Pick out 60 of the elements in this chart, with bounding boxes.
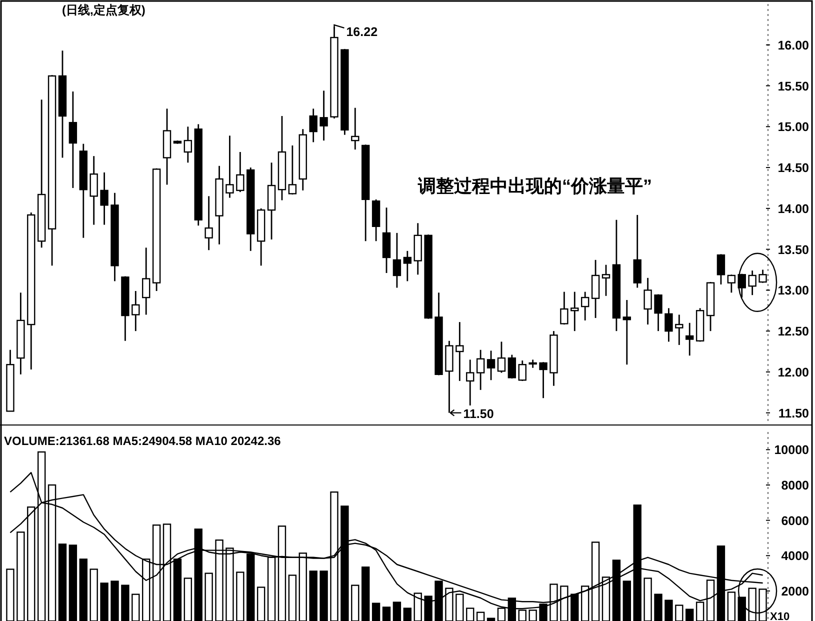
candlestick bbox=[204, 195, 213, 251]
candlestick bbox=[132, 290, 140, 332]
candlestick bbox=[518, 360, 526, 382]
candlestick bbox=[686, 322, 694, 356]
candlestick bbox=[90, 155, 98, 226]
candlestick bbox=[591, 259, 600, 319]
candlestick bbox=[508, 354, 516, 380]
y-tick-label: 15.50 bbox=[778, 79, 810, 94]
candlestick bbox=[748, 270, 756, 296]
candlestick bbox=[539, 361, 548, 399]
annotation: 16.22 bbox=[346, 24, 378, 39]
candlestick bbox=[288, 144, 297, 196]
candlestick bbox=[580, 291, 590, 322]
y-tick-label: 10000 bbox=[774, 443, 810, 458]
y-tick-label: 13.50 bbox=[778, 242, 810, 257]
chart-title: (日线,定点复权) bbox=[62, 3, 146, 17]
candlestick bbox=[675, 314, 684, 346]
annotation: 调整过程中出现的“价涨量平” bbox=[417, 176, 652, 196]
candlestick bbox=[236, 151, 244, 193]
candlestick bbox=[716, 254, 726, 286]
text: X10 bbox=[770, 611, 790, 621]
y-tick-label: 15.00 bbox=[778, 120, 810, 134]
candlestick bbox=[602, 264, 610, 297]
candlestick bbox=[486, 350, 496, 381]
candlestick bbox=[654, 294, 662, 332]
candlestick bbox=[309, 108, 318, 143]
y-tick-label: 4000 bbox=[781, 549, 810, 564]
y-tick-label: 11.50 bbox=[778, 406, 810, 420]
y-tick-label: 14.00 bbox=[778, 202, 810, 216]
candlestick bbox=[68, 90, 78, 189]
candlestick bbox=[644, 277, 652, 326]
candlestick bbox=[727, 274, 736, 294]
candlestick bbox=[476, 349, 485, 391]
y-tick-label: 12.00 bbox=[778, 365, 810, 380]
candlestick bbox=[403, 250, 412, 282]
candlestick bbox=[570, 291, 579, 332]
y-tick-label: 14.50 bbox=[778, 161, 810, 176]
y-tick-label: 13.00 bbox=[778, 284, 810, 298]
candlestick bbox=[622, 299, 631, 366]
candlestick bbox=[184, 126, 192, 164]
candlestick bbox=[351, 107, 360, 150]
candlestick bbox=[320, 90, 328, 142]
candlestick bbox=[497, 340, 506, 374]
candlestick bbox=[100, 172, 108, 226]
candlestick bbox=[560, 291, 568, 326]
y-tick-label: 6000 bbox=[781, 514, 810, 528]
y-tick-label: 2000 bbox=[781, 584, 810, 598]
annotation: VOLUME:21361.68 MA5:24904.58 MA10 20242.36 bbox=[4, 434, 282, 448]
candlestick bbox=[758, 269, 767, 284]
candlestick bbox=[392, 232, 402, 288]
candlestick bbox=[633, 214, 642, 288]
y-tick-label: 12.50 bbox=[778, 324, 810, 339]
y-tick-label: 16.00 bbox=[778, 38, 810, 52]
candlestick bbox=[226, 134, 234, 198]
y-tick-label: 8000 bbox=[781, 478, 810, 492]
candlestick bbox=[664, 307, 673, 342]
annotation: 11.50 bbox=[463, 406, 494, 421]
candlestick bbox=[456, 321, 464, 382]
candlestick bbox=[466, 358, 474, 406]
candlestick bbox=[142, 246, 150, 316]
